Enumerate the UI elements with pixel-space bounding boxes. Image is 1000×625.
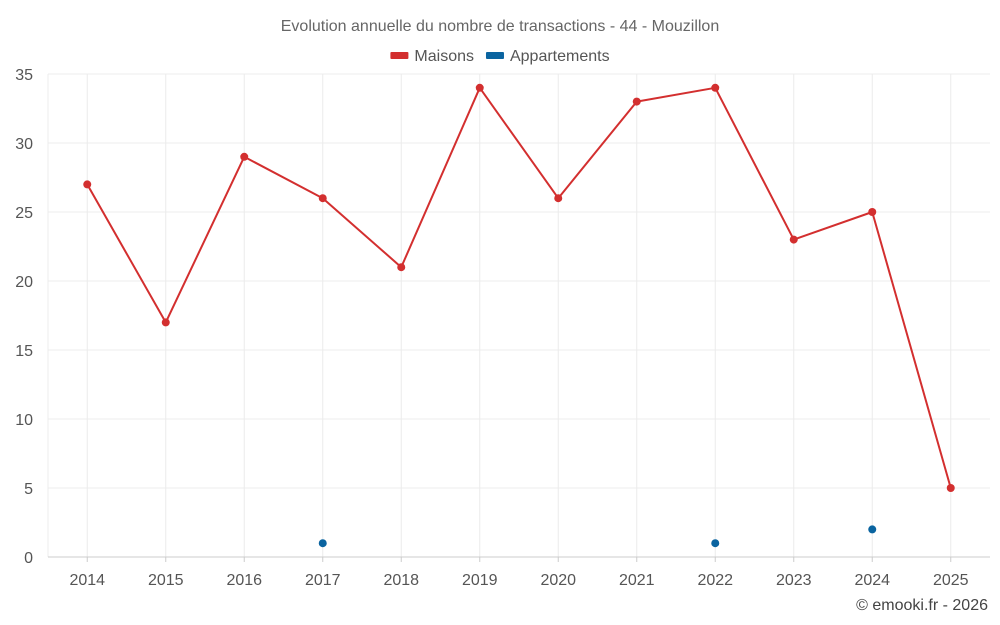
x-tick-label: 2024 <box>854 572 890 589</box>
legend-swatch <box>485 52 504 59</box>
x-tick-label: 2018 <box>383 572 419 589</box>
data-point-maisons[interactable] <box>161 318 170 327</box>
legend-label: Maisons <box>414 48 474 65</box>
x-gridlines <box>47 74 952 562</box>
x-tick-label: 2019 <box>462 572 498 589</box>
x-tick-label: 2022 <box>697 572 733 589</box>
data-point-maisons[interactable] <box>946 484 955 492</box>
x-tick-label: 2021 <box>619 572 655 589</box>
credit-text: © emooki.fr - 2026 <box>856 597 988 614</box>
data-point-maisons[interactable] <box>397 263 406 272</box>
legend-item-maisons[interactable]: Maisons <box>390 48 474 65</box>
x-tick-label: 2016 <box>226 572 262 589</box>
y-axis-ticks: 0 5 10 15 20 25 30 35 <box>15 67 33 567</box>
chart-title: Evolution annuelle du nombre de transact… <box>281 18 719 35</box>
legend[interactable]: Maisons Appartements <box>390 48 610 65</box>
y-tick-label: 0 <box>24 550 33 567</box>
legend-item-appartements[interactable]: Appartements <box>485 48 610 65</box>
x-tick-label: 2015 <box>148 572 184 589</box>
series-appartements[interactable] <box>318 525 877 548</box>
legend-label: Appartements <box>510 48 610 65</box>
x-tick-label: 2025 <box>933 572 969 589</box>
data-point-maisons[interactable] <box>83 180 92 189</box>
y-tick-label: 5 <box>24 481 33 498</box>
series-maisons[interactable] <box>83 83 955 492</box>
data-point-maisons[interactable] <box>240 152 249 161</box>
y-tick-label: 30 <box>15 136 33 153</box>
legend-swatch <box>390 52 409 59</box>
data-point-maisons[interactable] <box>318 194 327 203</box>
data-point-maisons[interactable] <box>868 208 877 216</box>
series-layer <box>83 83 955 548</box>
data-point-appartements[interactable] <box>318 539 327 548</box>
data-point-maisons[interactable] <box>632 97 641 106</box>
data-point-appartements[interactable] <box>711 539 720 548</box>
y-tick-label: 10 <box>15 412 33 429</box>
x-tick-label: 2020 <box>540 572 576 589</box>
series-line-maisons <box>86 86 952 489</box>
data-point-appartements[interactable] <box>868 525 877 534</box>
data-point-maisons[interactable] <box>711 83 720 92</box>
y-tick-label: 20 <box>15 274 33 291</box>
x-tick-label: 2023 <box>776 572 812 589</box>
x-axis-ticks: 2014 2015 2016 2017 2018 2019 2020 2021 2022 2023… <box>69 572 968 589</box>
data-point-maisons[interactable] <box>789 235 798 244</box>
x-tick-label: 2014 <box>69 572 105 589</box>
y-tick-label: 25 <box>15 205 33 222</box>
x-tick-label: 2017 <box>305 572 341 589</box>
y-tick-label: 15 <box>15 343 33 360</box>
data-point-maisons[interactable] <box>554 194 563 203</box>
data-point-maisons[interactable] <box>475 83 484 92</box>
y-tick-label: 35 <box>15 67 33 84</box>
y-gridlines <box>48 73 990 489</box>
